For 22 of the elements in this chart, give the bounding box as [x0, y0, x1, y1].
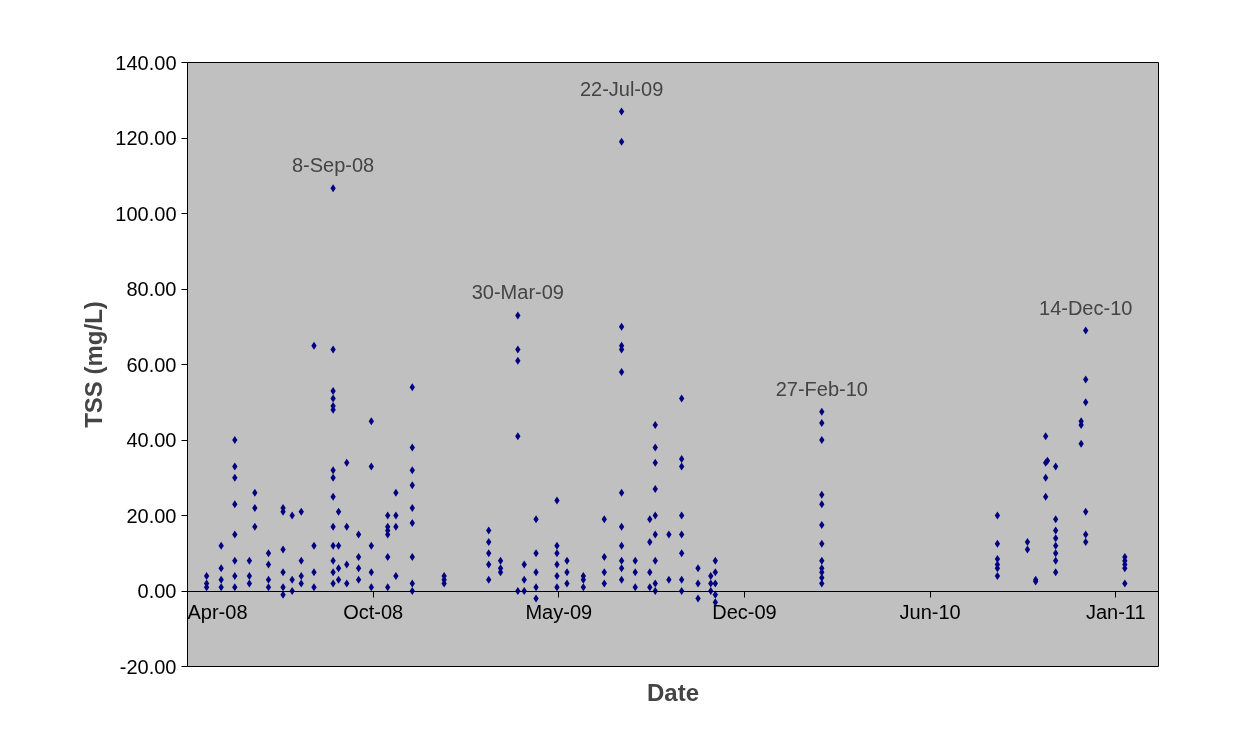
y-tick-label: 80.00	[126, 278, 177, 300]
y-tick-label: 0.00	[137, 580, 177, 602]
annotation: 27-Feb-10	[775, 377, 868, 400]
y-tick-label: 20.00	[126, 504, 177, 527]
y-tick-label: -20.00	[119, 655, 177, 678]
y-tick-label: 140.00	[115, 51, 177, 74]
annotation: 30-Mar-09	[471, 281, 564, 304]
annotation: 22-Jul-09	[579, 77, 664, 100]
x-tick-label: Jan-11	[1085, 601, 1146, 623]
y-axis-title: TSS (mg/L)	[80, 301, 108, 428]
x-axis-title: Date	[646, 678, 700, 706]
y-tick-label: 120.00	[115, 127, 177, 149]
x-tick-label: Apr-08	[187, 601, 248, 623]
x-tick-label: Jun-10	[899, 601, 961, 623]
annotation: 8-Sep-08	[291, 154, 375, 177]
y-tick-label: 40.00	[126, 429, 177, 451]
annotation: 14-Dec-10	[1039, 296, 1133, 319]
x-tick-label: May-09	[525, 601, 593, 623]
y-tick-label: 60.00	[126, 353, 177, 376]
x-tick-label: Oct-08	[343, 601, 404, 623]
x-tick-label: Dec-09	[712, 601, 777, 623]
y-tick-label: 100.00	[115, 202, 177, 225]
